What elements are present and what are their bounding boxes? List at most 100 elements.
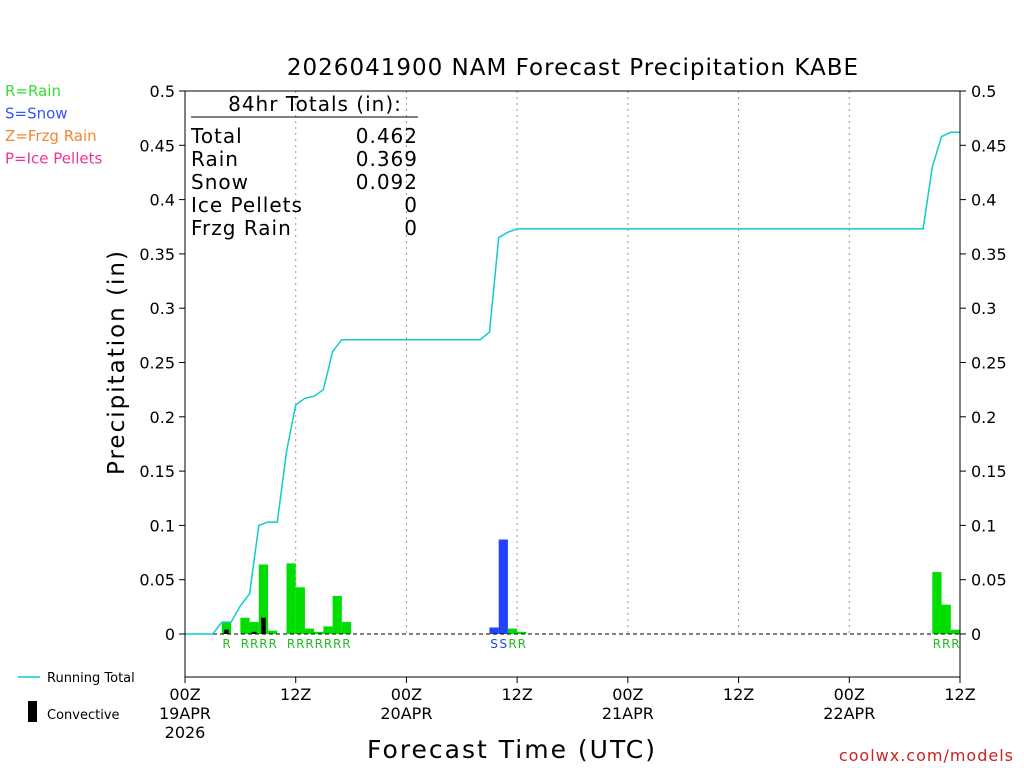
precip-type-label: R: [296, 637, 304, 651]
x-tick-label: 12Z: [280, 685, 311, 704]
precip-bar-rain: [240, 617, 250, 634]
y-axis-right: 0 0.05 0.1 0.15 0.2 0.25 0.3 0.35 0.4 0.45 0.5: [960, 82, 1007, 644]
totals-row-value: 0.092: [356, 170, 418, 194]
x-tick-label: 00Z: [834, 685, 865, 704]
precip-bar-rain: [221, 622, 232, 634]
precip-type-label: R: [342, 637, 350, 651]
precip-type-label: R: [951, 637, 959, 651]
precip-type-label: R: [518, 637, 526, 651]
x-tick-year: 2026: [165, 723, 206, 742]
y-tick-label-right: 0.35: [971, 245, 1007, 264]
precip-bar-rain: [304, 628, 315, 634]
y-axis-label: Precipitation (in): [104, 249, 130, 475]
precip-bar-rain: [323, 626, 333, 634]
y-tick-label-right: 0.25: [971, 354, 1007, 373]
precip-bar-snow: [498, 539, 508, 634]
totals-row-value: 0.462: [356, 124, 418, 148]
precip-type-label: R: [222, 637, 230, 651]
totals-row-label: Frzg Rain: [191, 216, 292, 240]
x-tick-label: 12Z: [501, 685, 532, 704]
precip-type-label: R: [287, 637, 295, 651]
precip-bar-rain: [341, 622, 352, 634]
y-tick-label-left: 0.25: [139, 354, 175, 373]
convective-bar: [251, 631, 257, 634]
running-total-line: [185, 131, 960, 635]
precip-type-legend: R=Rain S=Snow Z=Frzg Rain P=Ice Pellets: [5, 82, 102, 168]
y-tick-label-right: 0.4: [971, 191, 996, 210]
precip-bar-snow: [489, 627, 499, 634]
totals-row-label: Total: [190, 124, 243, 148]
precip-bar-rain: [249, 622, 259, 634]
precip-type-label: R: [250, 637, 258, 651]
convective-legend-label: Convective: [47, 708, 120, 723]
precip-type-label: S: [499, 637, 507, 651]
y-tick-label-left: 0.45: [139, 136, 175, 155]
y-tick-label-left: 0.4: [150, 191, 175, 210]
x-tick-label: 12Z: [944, 685, 975, 704]
y-tick-label-left: 0.05: [139, 571, 175, 590]
precip-bar-rain: [507, 628, 518, 634]
y-tick-label-left: 0.2: [150, 408, 175, 427]
type-legend-item: Z=Frzg Rain: [5, 127, 97, 145]
convective-legend-swatch: [28, 701, 37, 722]
x-tick-label: 00Z: [612, 685, 643, 704]
totals-heading: 84hr Totals (in):: [228, 92, 402, 116]
watermark: coolwx.com/models: [839, 746, 1014, 765]
precip-type-label: R: [241, 637, 249, 651]
totals-box: 84hr Totals (in): Total 0.462 Rain 0.369 Sno…: [190, 92, 418, 240]
totals-row-value: 0.369: [356, 147, 418, 171]
type-legend-item: R=Rain: [5, 82, 61, 100]
gridlines: [295, 91, 850, 634]
plot-frame: [184, 90, 961, 678]
y-axis-left: 0 0.05 0.1 0.15 0.2 0.25 0.3 0.35 0.4 0.45 0.5: [139, 82, 185, 644]
precip-type-label: R: [942, 637, 950, 651]
precip-type-label: R: [259, 637, 267, 651]
x-axis-label: Forecast Time (UTC): [367, 735, 657, 764]
precip-type-label: R: [333, 637, 341, 651]
y-tick-label-left: 0.1: [150, 516, 175, 535]
precip-bar-rain: [295, 587, 305, 634]
precip-type-label: R: [315, 637, 323, 651]
precip-bar-rain: [941, 604, 951, 634]
precip-bar-rain: [950, 629, 960, 634]
y-tick-label-right: 0.2: [971, 408, 996, 427]
bars-layer: [221, 539, 960, 634]
precip-bar-rain: [314, 631, 324, 634]
x-tick-date: 20APR: [380, 704, 432, 723]
chart-title: 2026041900 NAM Forecast Precipitation KA…: [287, 55, 859, 81]
series-legend: Running Total Convective: [18, 671, 135, 723]
x-tick-label: 00Z: [169, 685, 200, 704]
y-tick-label-right: 0.45: [971, 136, 1007, 155]
type-legend-item: S=Snow: [5, 105, 68, 123]
y-tick-label-right: 0.3: [971, 299, 996, 318]
y-tick-label-left: 0.3: [150, 299, 175, 318]
running-total-legend-label: Running Total: [47, 671, 135, 686]
totals-row-value: 0: [404, 216, 418, 240]
y-tick-label-right: 0: [971, 625, 981, 644]
convective-bar: [261, 617, 266, 634]
precip-type-label: R: [324, 637, 332, 651]
precip-type-label: R: [268, 637, 276, 651]
precip-bar-rain: [517, 631, 527, 634]
y-tick-label-left: 0.35: [139, 245, 175, 264]
convective-bar: [224, 629, 229, 634]
precip-type-label: S: [490, 637, 498, 651]
precip-bar-rain: [286, 563, 296, 634]
precip-type-label: R: [933, 637, 941, 651]
x-tick-date: 19APR: [159, 704, 211, 723]
x-tick-date: 21APR: [602, 704, 654, 723]
precip-type-label: R: [508, 637, 516, 651]
precip-type-label: R: [305, 637, 313, 651]
convective-bars-layer: [224, 617, 266, 634]
precip-bar-rain: [258, 564, 269, 634]
totals-row-label: Snow: [191, 170, 249, 194]
y-tick-label-right: 0.05: [971, 571, 1007, 590]
y-tick-label-left: 0: [165, 625, 175, 644]
totals-row-value: 0: [404, 193, 418, 217]
precip-bar-rain: [332, 595, 342, 634]
totals-row-label: Rain: [191, 147, 239, 171]
totals-row-label: Ice Pellets: [191, 193, 303, 217]
